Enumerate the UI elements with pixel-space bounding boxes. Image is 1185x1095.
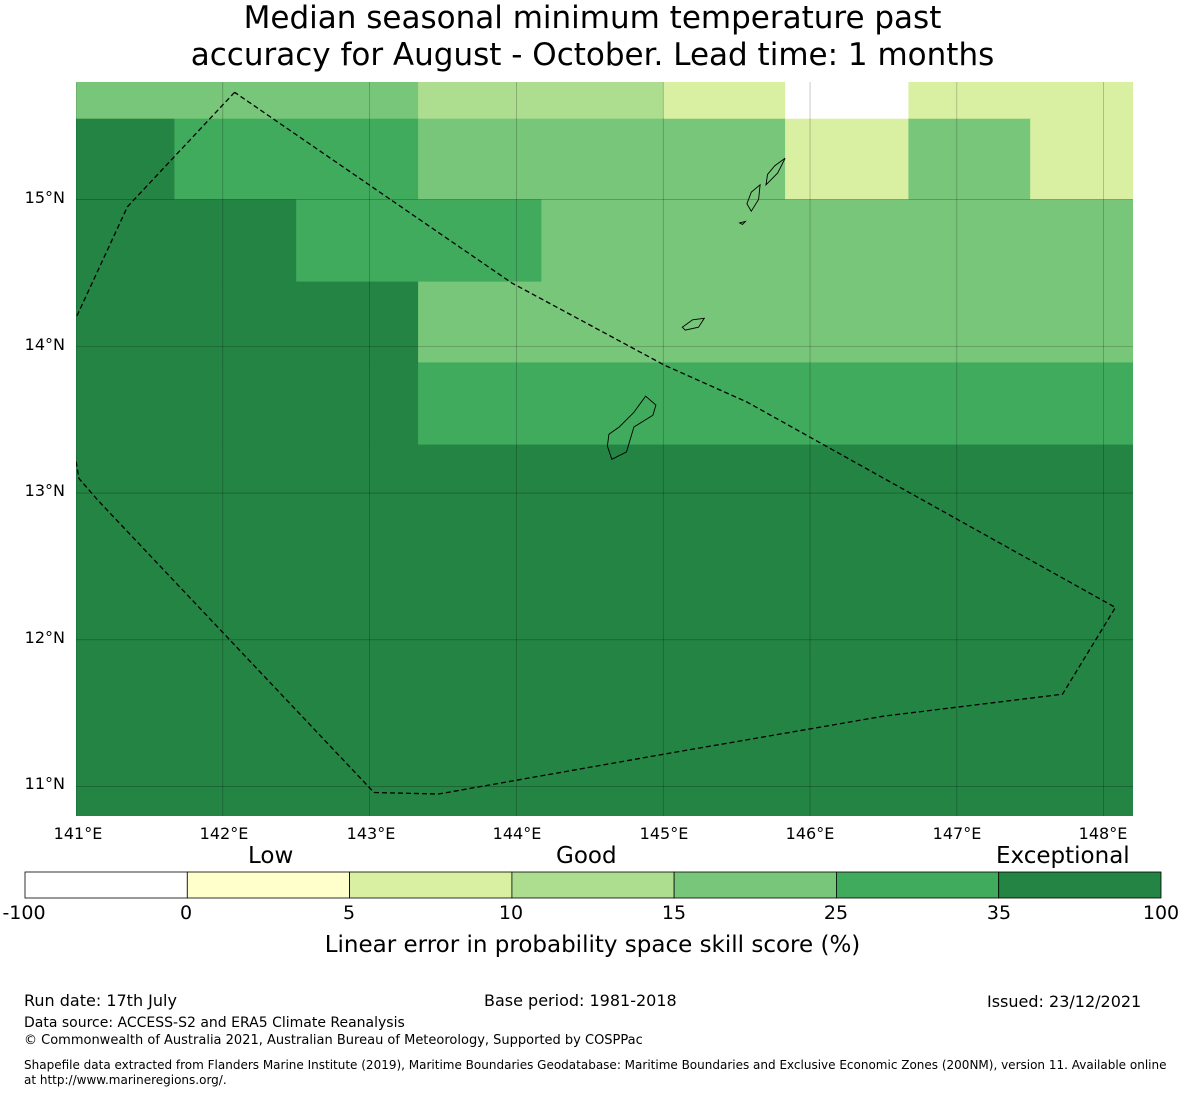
island-outline bbox=[606, 395, 657, 460]
shapefile-credit-line2: at http://www.marineregions.org/. bbox=[24, 1073, 227, 1087]
colorbar-tick: 0 bbox=[179, 902, 193, 924]
lon-tick-147: 147°E bbox=[932, 824, 982, 843]
lat-tick-11: 11°N bbox=[24, 774, 65, 793]
colorbar-segment bbox=[186, 871, 351, 899]
skill-cell bbox=[418, 281, 1133, 363]
skill-cell bbox=[76, 362, 419, 446]
colorbar-tick: 35 bbox=[986, 902, 1012, 924]
skill-cell bbox=[76, 82, 419, 120]
colorbar-title: Linear error in probability space skill … bbox=[324, 932, 861, 958]
colorbar-tick: 15 bbox=[661, 902, 687, 924]
colorbar-tick: 100 bbox=[1142, 902, 1180, 924]
chart-title-line2: accuracy for August - October. Lead time… bbox=[190, 37, 995, 73]
run-date: Run date: 17th July bbox=[24, 991, 177, 1010]
lon-tick-146: 146°E bbox=[785, 824, 835, 843]
lon-tick-148: 148°E bbox=[1078, 824, 1128, 843]
island-outline bbox=[746, 183, 761, 213]
skill-cell bbox=[296, 199, 542, 283]
colorbar-tick: 5 bbox=[342, 902, 356, 924]
skill-cell bbox=[418, 362, 1133, 446]
skill-cell bbox=[908, 82, 1133, 120]
chart-title-line1: Median seasonal minimum temperature past bbox=[243, 0, 942, 36]
colorbar-segment bbox=[836, 871, 1000, 899]
island-outlines bbox=[606, 157, 786, 460]
colorbar-label-good: Good bbox=[556, 843, 617, 869]
skill-cell bbox=[785, 82, 909, 120]
skill-cell bbox=[1030, 118, 1133, 200]
data-source: Data source: ACCESS-S2 and ERA5 Climate … bbox=[24, 1015, 405, 1031]
colorbar-segment bbox=[673, 871, 837, 899]
colorbar bbox=[24, 871, 1162, 899]
lon-tick-145: 145°E bbox=[639, 824, 689, 843]
skill-cells bbox=[76, 82, 1133, 816]
shapefile-credit-line1: Shapefile data extracted from Flanders M… bbox=[24, 1058, 1167, 1072]
island-outline bbox=[681, 317, 706, 331]
lon-tick-141: 141°E bbox=[53, 824, 103, 843]
lat-tick-14: 14°N bbox=[24, 335, 65, 354]
skill-cell bbox=[418, 118, 786, 200]
skill-cell bbox=[76, 199, 297, 283]
colorbar-label-exceptional: Exceptional bbox=[996, 843, 1130, 869]
lon-tick-144: 144°E bbox=[492, 824, 542, 843]
eez-boundary bbox=[76, 91, 1117, 795]
skill-map bbox=[76, 82, 1133, 816]
colorbar-segment bbox=[511, 871, 675, 899]
skill-cell bbox=[76, 281, 419, 363]
lat-tick-15: 15°N bbox=[24, 188, 65, 207]
colorbar-tick: -100 bbox=[2, 902, 46, 924]
graticule bbox=[76, 82, 1133, 816]
lat-tick-13: 13°N bbox=[24, 481, 65, 500]
island-outline bbox=[765, 157, 786, 187]
colorbar-segment bbox=[998, 871, 1162, 899]
colorbar-segment bbox=[24, 871, 188, 899]
skill-cell bbox=[908, 118, 1031, 200]
base-period: Base period: 1981-2018 bbox=[484, 991, 677, 1010]
colorbar-segment bbox=[349, 871, 513, 899]
lon-tick-142: 142°E bbox=[199, 824, 249, 843]
copyright: © Commonwealth of Australia 2021, Austra… bbox=[24, 1033, 643, 1048]
skill-cell bbox=[541, 199, 1133, 283]
skill-cell bbox=[174, 118, 419, 200]
skill-cell bbox=[418, 82, 664, 120]
colorbar-tick: 25 bbox=[823, 902, 849, 924]
issued-date: Issued: 23/12/2021 bbox=[987, 992, 1142, 1011]
lat-tick-12: 12°N bbox=[24, 628, 65, 647]
skill-cell bbox=[663, 82, 786, 120]
island-outline bbox=[738, 220, 747, 225]
skill-cell bbox=[76, 444, 1133, 816]
colorbar-tick: 10 bbox=[498, 902, 524, 924]
skill-cell bbox=[76, 118, 175, 200]
lon-tick-143: 143°E bbox=[346, 824, 396, 843]
skill-cell bbox=[785, 118, 909, 200]
colorbar-label-low: Low bbox=[248, 843, 294, 869]
